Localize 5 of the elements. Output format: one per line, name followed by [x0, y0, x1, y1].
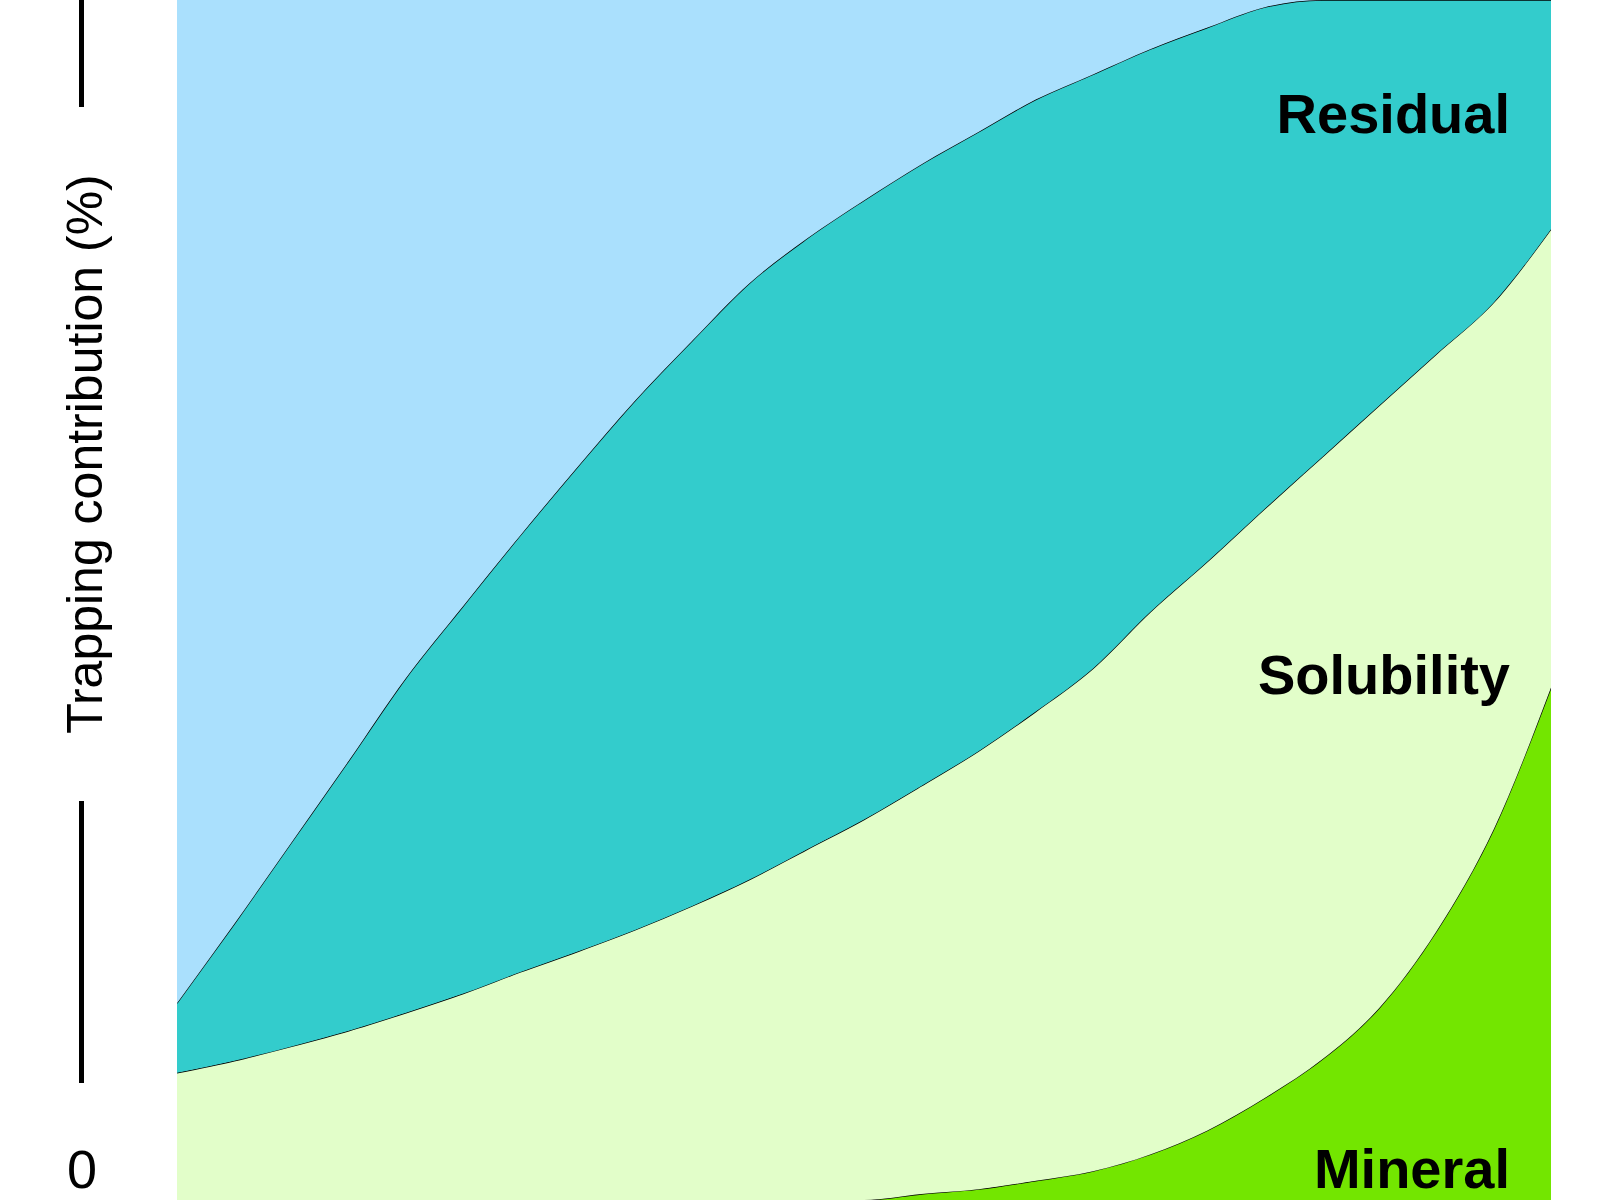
series-label: Mineral	[1313, 1137, 1510, 1200]
text: 0	[66, 1139, 98, 1199]
series-label: Residual	[1276, 82, 1510, 145]
y-axis-title: Trapping contribution (%)	[57, 174, 113, 734]
series-label: Solubility	[1258, 643, 1510, 706]
